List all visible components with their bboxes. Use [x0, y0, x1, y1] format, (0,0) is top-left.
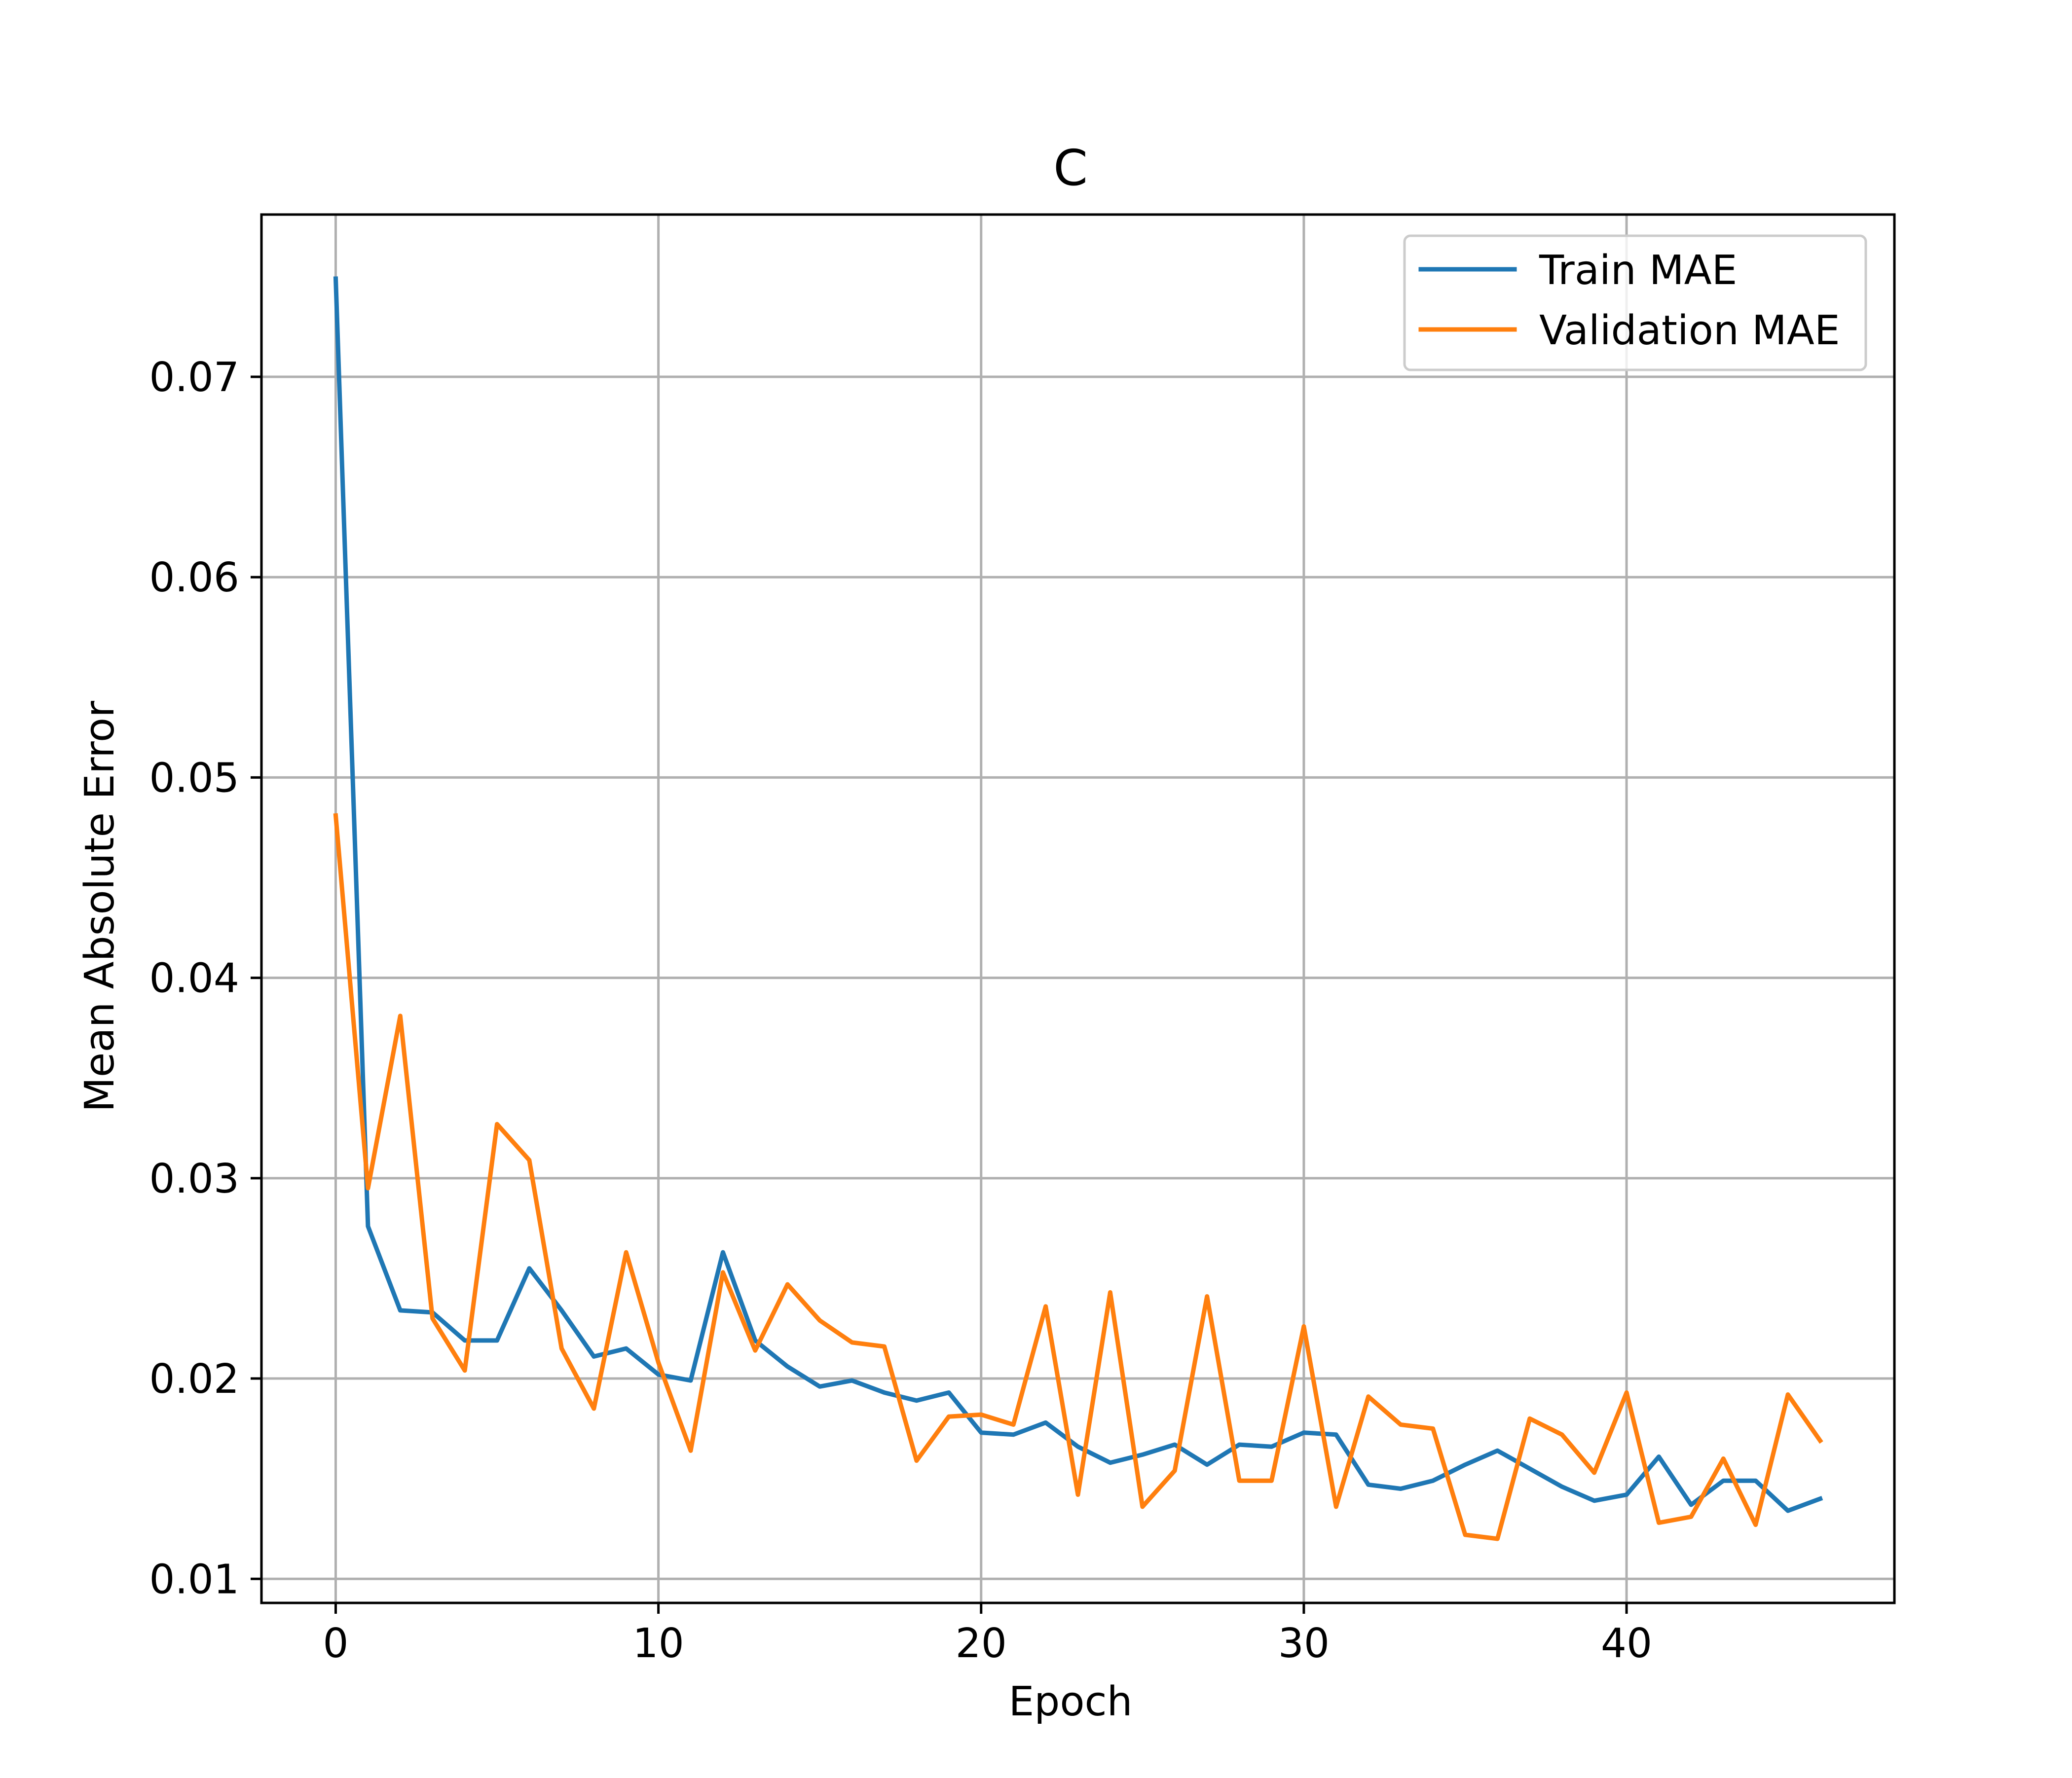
- x-tick-label: 30: [1278, 1620, 1330, 1667]
- legend-label-train: Train MAE: [1539, 247, 1737, 294]
- series-lines: [333, 276, 1823, 1541]
- train-mae-line: [333, 276, 1823, 1513]
- chart-title: C: [1053, 139, 1088, 197]
- y-tick-label: 0.03: [149, 1156, 239, 1202]
- y-tick-label: 0.04: [149, 955, 239, 1002]
- legend-box: [1403, 234, 1867, 371]
- x-axis-label: Epoch: [1008, 1678, 1132, 1725]
- x-tick-label: 0: [323, 1620, 348, 1667]
- axis-ticks: 0 10 20 30 40 0.01 0.02 0.03 0.04 0.05 0.06 0.07: [149, 354, 1652, 1667]
- legend: Train MAE Validation MAE: [1403, 234, 1867, 371]
- y-tick-label: 0.07: [149, 354, 239, 401]
- x-tick-label: 40: [1601, 1620, 1652, 1667]
- validation-mae-line: [333, 813, 1823, 1541]
- y-tick-label: 0.02: [149, 1356, 239, 1403]
- y-tick-label: 0.05: [149, 755, 239, 801]
- y-tick-label: 0.01: [149, 1556, 239, 1603]
- y-tick-label: 0.06: [149, 554, 239, 601]
- plot-frame: [260, 213, 1896, 1604]
- legend-label-validation: Validation MAE: [1539, 307, 1840, 354]
- x-tick-label: 10: [632, 1620, 684, 1667]
- y-axis-label: Mean Absolute Error: [76, 701, 123, 1112]
- x-tick-label: 20: [956, 1620, 1007, 1667]
